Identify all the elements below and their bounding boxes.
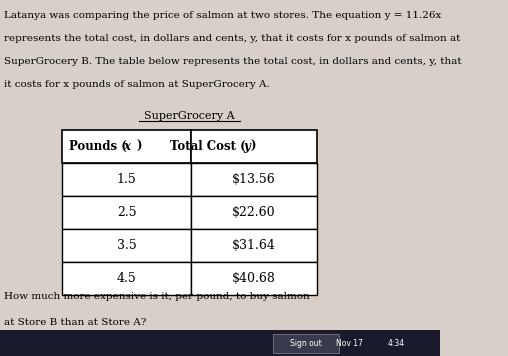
Bar: [61, 262, 192, 295]
Text: $22.60: $22.60: [232, 206, 276, 219]
Bar: [61, 196, 192, 229]
Text: it costs for x pounds of salmon at SuperGrocery A.: it costs for x pounds of salmon at Super…: [5, 80, 270, 89]
Text: Total Cost (: Total Cost (: [170, 140, 245, 153]
Text: y: y: [244, 140, 250, 153]
Bar: [0, 330, 440, 356]
Bar: [192, 262, 317, 295]
Text: 1.5: 1.5: [117, 173, 137, 186]
Text: SuperGrocery B. The table below represents the total cost, in dollars and cents,: SuperGrocery B. The table below represen…: [5, 57, 462, 66]
Bar: [192, 130, 317, 163]
Bar: [61, 130, 192, 163]
Bar: [273, 334, 339, 353]
Text: x: x: [123, 140, 131, 153]
Bar: [192, 163, 317, 196]
Text: 4.5: 4.5: [117, 272, 137, 286]
Text: ): ): [250, 140, 256, 153]
Text: SuperGrocery A: SuperGrocery A: [144, 111, 235, 121]
Text: $13.56: $13.56: [232, 173, 276, 186]
Text: 4:34: 4:34: [388, 339, 405, 348]
Bar: [192, 229, 317, 262]
Text: Latanya was comparing the price of salmon at two stores. The equation y = 11.26x: Latanya was comparing the price of salmo…: [5, 11, 442, 20]
Text: $40.68: $40.68: [232, 272, 276, 286]
Text: Nov 17: Nov 17: [336, 339, 363, 348]
Bar: [61, 163, 192, 196]
Bar: [192, 196, 317, 229]
Bar: [61, 229, 192, 262]
Text: How much more expensive is it, per pound, to buy salmon: How much more expensive is it, per pound…: [5, 292, 310, 301]
Text: Pounds (: Pounds (: [69, 140, 126, 153]
Text: at Store B than at Store A?: at Store B than at Store A?: [5, 318, 147, 326]
Text: $31.64: $31.64: [232, 239, 276, 252]
Text: 3.5: 3.5: [117, 239, 137, 252]
Text: ): ): [136, 140, 142, 153]
Text: Sign out: Sign out: [290, 339, 322, 348]
Text: represents the total cost, in dollars and cents, y, that it costs for x pounds o: represents the total cost, in dollars an…: [5, 34, 461, 43]
Text: 2.5: 2.5: [117, 206, 136, 219]
